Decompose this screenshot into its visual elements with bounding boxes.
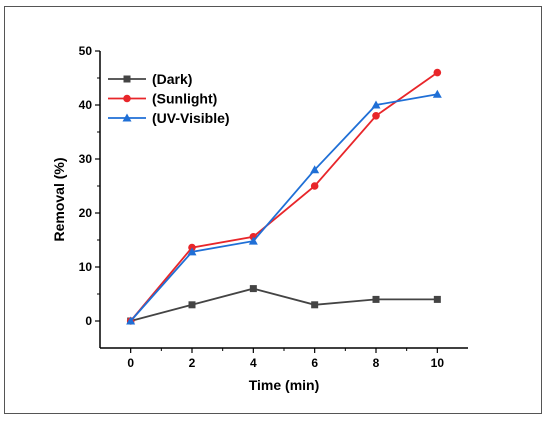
y-tick-label: 20 [79,206,93,220]
legend-item-2: (Sunlight) [108,91,217,107]
x-tick-label: 4 [250,356,257,370]
legend-label: (UV-Visible) [152,110,230,126]
legend-marker [123,94,131,103]
data-point [248,236,258,245]
y-tick-label: 50 [79,44,93,58]
figure-frame [4,6,542,414]
legend-label: (Sunlight) [152,91,217,107]
legend-item-1: (Dark) [108,71,192,87]
data-point [126,316,136,325]
series-1 [127,285,441,325]
x-tick-label: 6 [311,356,318,370]
series-3 [126,89,442,325]
series-line [129,93,438,322]
x-axis-title: Time (min) [249,377,320,393]
data-point [249,285,257,293]
series-2 [126,68,442,325]
y-tick-label: 10 [79,260,93,274]
data-point [310,182,319,190]
series-line [130,287,438,322]
data-point [433,295,441,303]
x-tick-label: 8 [373,356,380,370]
legend-label: (Dark) [152,71,192,87]
y-tick-label: 0 [85,314,92,328]
x-tick-label: 10 [431,356,445,370]
data-point [371,100,381,109]
data-point [311,301,319,309]
series-line [129,71,438,322]
x-tick-label: 2 [189,356,196,370]
data-point [432,89,442,98]
legend-marker [122,113,132,122]
legend-marker [123,75,131,83]
data-point [372,112,380,120]
legend-item-3: (UV-Visible) [108,110,230,126]
legend: (Dark) (Sunlight) (UV-Visible) [108,71,230,126]
axes: 0 2 4 6 8 10 0 10 20 30 40 50 [79,44,468,370]
data-point [310,165,320,174]
data-point [188,301,196,309]
data-point [372,295,380,303]
series-layer [126,68,442,325]
y-tick-label: 30 [79,152,93,166]
data-point [187,247,197,256]
y-axis-title: Removal (%) [51,157,67,241]
y-tick-label: 40 [79,98,93,112]
data-point [433,68,442,77]
x-tick-label: 0 [127,356,134,370]
